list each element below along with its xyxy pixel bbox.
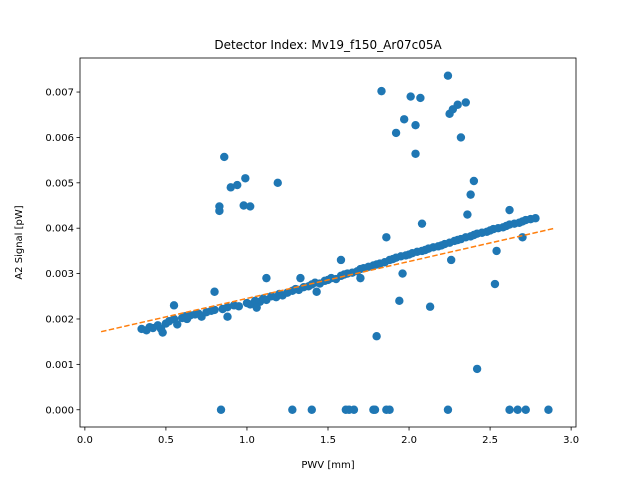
data-point [210,305,219,315]
data-point [349,405,359,414]
data-point [169,301,179,310]
data-point [461,98,470,107]
data-point [173,320,182,329]
data-point [385,405,394,414]
y-tick-label: 0.000 [45,405,74,416]
data-point [446,255,456,265]
data-point [399,115,409,124]
data-point [226,183,235,192]
data-point [395,296,404,306]
x-tick-label: 1.0 [239,435,255,446]
data-point [398,269,407,278]
data-point [417,219,427,228]
data-point [377,86,386,96]
x-tick-label: 0.5 [158,435,174,446]
data-point [521,405,530,414]
y-axis-label: A2 Signal [pW] [14,205,25,279]
chart-title: Detector Index: Mv19_f150_Ar07c05A [214,38,442,52]
data-point [466,190,475,199]
data-point [239,201,248,210]
data-point [490,279,500,289]
data-point [411,149,420,158]
x-tick-label: 2.0 [401,435,417,446]
data-point [411,120,420,130]
data-point [273,178,282,188]
data-point [406,92,415,101]
data-point [241,174,250,183]
data-point [336,255,346,265]
data-point [456,133,466,142]
data-point [220,152,229,162]
y-tick-label: 0.001 [45,360,74,371]
data-point [544,405,553,414]
data-point [210,287,219,296]
data-point [233,180,242,190]
data-point [288,405,297,414]
data-point [246,202,255,211]
data-point [463,210,472,219]
x-tick-label: 1.5 [320,435,336,446]
y-axis: 0.000 0.001 0.002 0.003 0.004 0.005 0.006 0.007 [45,88,80,416]
data-point [469,176,479,186]
data-point [296,273,305,283]
data-point [370,405,380,414]
y-tick-label: 0.007 [45,88,74,99]
data-point [234,302,244,311]
data-point [443,405,453,414]
data-point [223,312,232,321]
data-point [223,302,232,312]
data-point [391,128,401,138]
data-point [443,71,453,80]
data-point [262,273,271,283]
data-point [215,206,224,216]
data-point [252,303,261,312]
data-point [307,405,316,414]
data-point [382,233,391,242]
data-point [453,100,462,109]
data-point [531,214,540,223]
data-point [356,273,365,283]
y-tick-label: 0.002 [45,314,74,325]
plot-area [100,71,556,414]
y-tick-label: 0.005 [45,178,74,189]
data-point [425,302,435,311]
x-tick-label: 0.0 [77,435,93,446]
data-point [158,328,167,337]
data-point [182,314,192,324]
y-tick-label: 0.003 [45,269,74,280]
x-axis-label: PWV [mm] [301,460,354,471]
data-point [472,364,482,374]
x-axis: 0.0 0.5 1.0 1.5 2.0 2.5 3.0 [77,427,579,446]
data-point [518,233,527,242]
x-tick-label: 3.0 [563,435,579,446]
data-point [372,332,381,341]
x-tick-label: 2.5 [482,435,498,446]
fit-line [100,227,556,333]
data-point [312,287,321,296]
data-point [505,405,514,414]
y-tick-label: 0.006 [45,133,74,144]
data-point [505,205,514,215]
data-point [216,405,226,414]
data-point [492,246,501,256]
y-tick-label: 0.004 [45,224,74,235]
data-point [513,405,522,414]
data-point [416,93,425,103]
